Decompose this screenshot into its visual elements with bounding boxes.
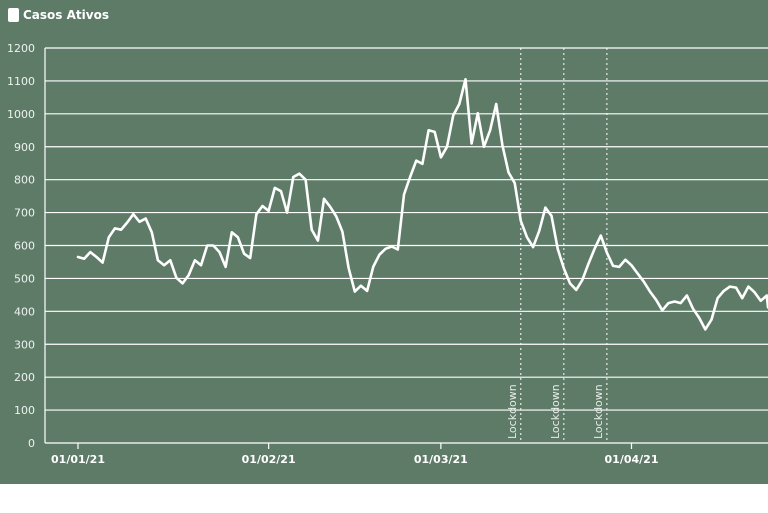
series-layer [76, 78, 768, 331]
annotations: Lockdown Lockdown Lockdown [506, 48, 608, 443]
series-line-casos-ativos [76, 78, 768, 331]
line-chart: Lockdown Lockdown Lockdown 0 100 200 300 400 50… [7, 42, 768, 466]
y-tick-label: 0 [28, 437, 35, 450]
lockdown-label: Lockdown [592, 384, 605, 439]
x-axis-ticks: 01/01/21 01/02/21 01/03/21 01/04/21 [51, 443, 658, 466]
y-tick-label: 300 [14, 338, 35, 351]
y-tick-label: 400 [14, 305, 35, 318]
x-tick-label: 01/04/21 [605, 453, 659, 466]
y-tick-label: 1100 [7, 75, 35, 88]
grid-lines [44, 47, 768, 444]
lockdown-label: Lockdown [506, 384, 519, 439]
x-tick-label: 01/03/21 [414, 453, 468, 466]
y-tick-label: 200 [14, 371, 35, 384]
y-tick-label: 800 [14, 174, 35, 187]
y-axis-ticks: 0 100 200 300 400 500 600 700 800 900 1000 1100 1200 [7, 42, 35, 450]
lockdown-label: Lockdown [549, 384, 562, 439]
y-tick-label: 100 [14, 404, 35, 417]
x-tick-label: 01/01/21 [51, 453, 105, 466]
y-tick-label: 900 [14, 141, 35, 154]
y-tick-label: 600 [14, 240, 35, 253]
y-tick-label: 1000 [7, 108, 35, 121]
x-tick-label: 01/02/21 [242, 453, 296, 466]
y-tick-label: 1200 [7, 42, 35, 55]
y-tick-label: 500 [14, 272, 35, 285]
legend[interactable]: Casos Ativos [8, 8, 109, 22]
legend-swatch [8, 8, 19, 22]
y-tick-label: 700 [14, 207, 35, 220]
legend-label: Casos Ativos [23, 8, 109, 22]
